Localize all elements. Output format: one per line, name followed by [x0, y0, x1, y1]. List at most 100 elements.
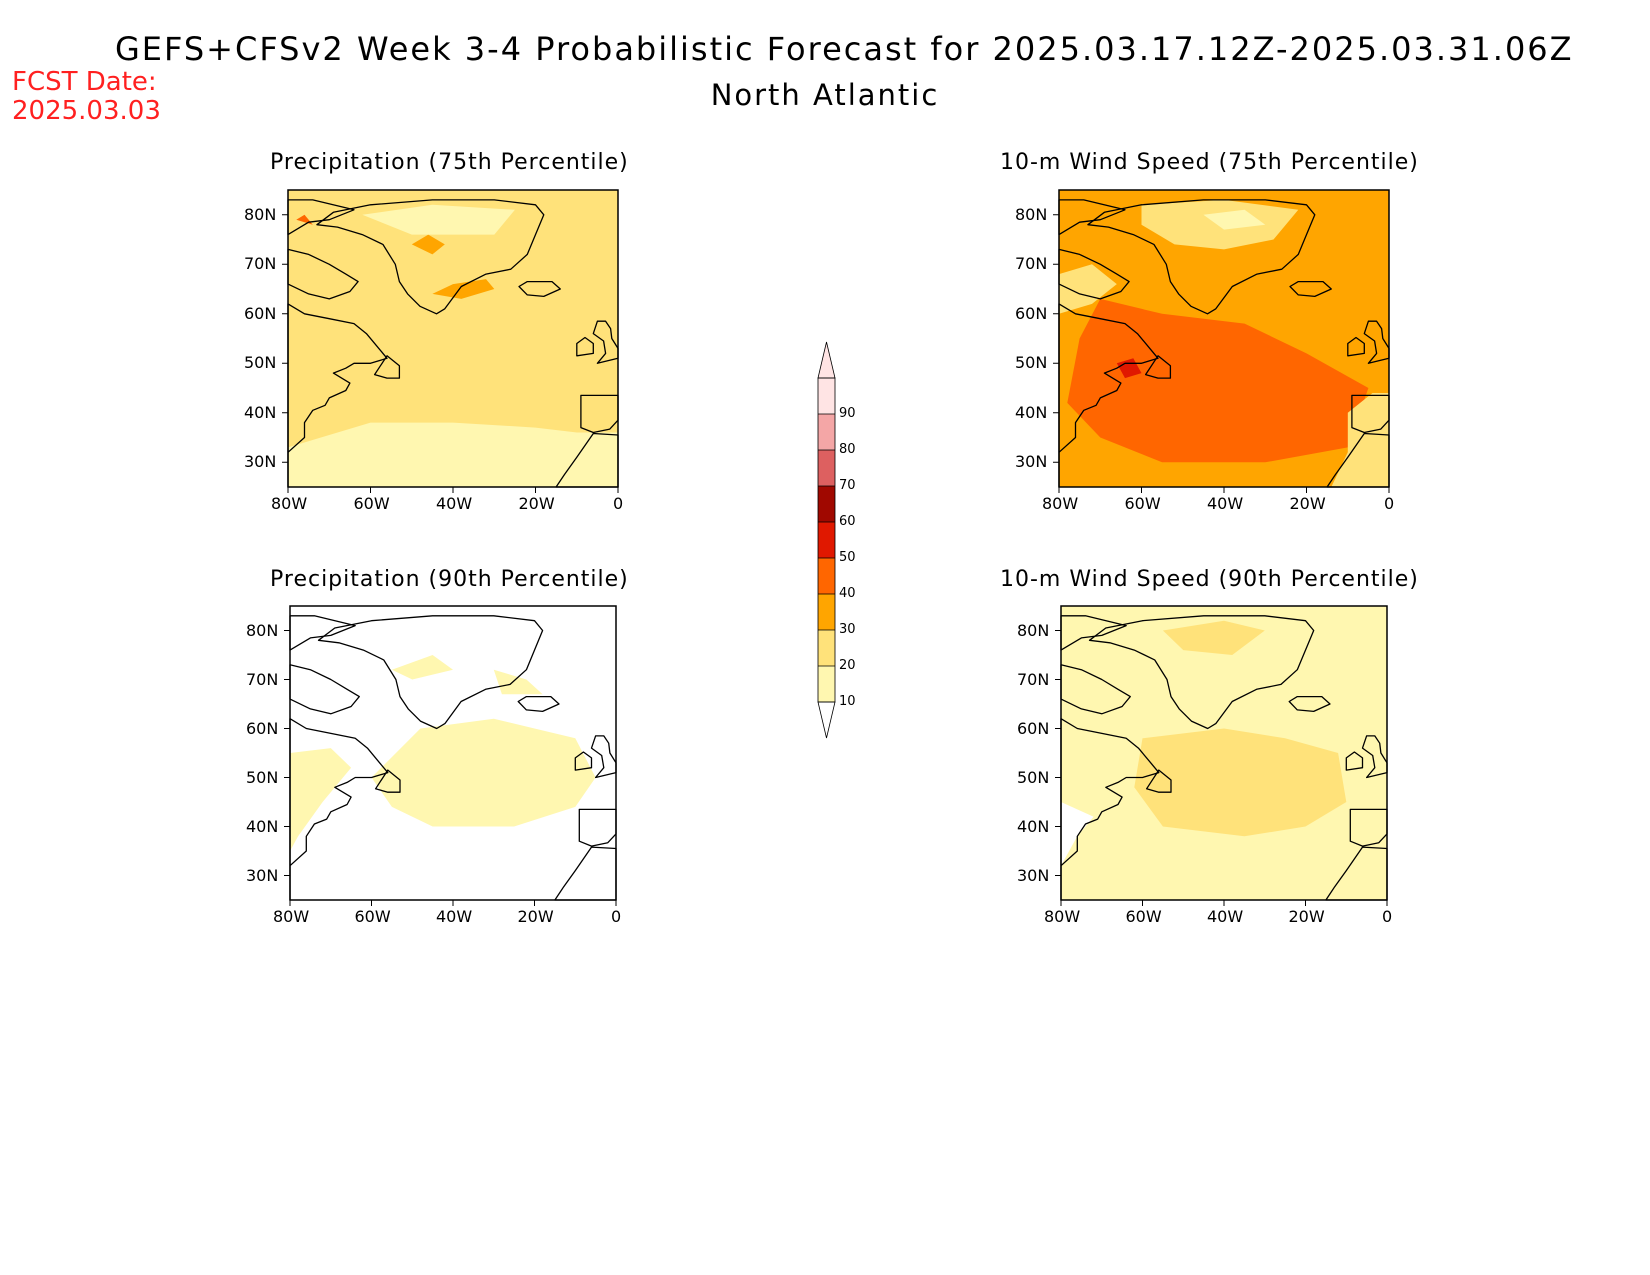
lon-label: 0: [1384, 494, 1395, 513]
lat-label: 40N: [1017, 816, 1050, 836]
lon-label: 20W: [518, 494, 555, 513]
colorbar-label: 80: [839, 442, 856, 457]
coastline: [1347, 336, 1365, 357]
colorbar-label: 50: [839, 550, 856, 565]
lon-label: 60W: [354, 907, 391, 926]
lon-label: 40W: [1207, 494, 1244, 513]
lon-label: 20W: [1289, 494, 1326, 513]
colorbar-swatch: [818, 486, 835, 522]
lon-label: 40W: [436, 907, 473, 926]
coastline: [578, 808, 617, 847]
colorbar-swatch: [818, 666, 835, 702]
lon-label: 40W: [436, 494, 473, 513]
map-panel: [284, 605, 617, 906]
colorbar-label: 90: [839, 406, 856, 421]
colorbar-top-cap: [817, 341, 836, 379]
colorbar-label: 60: [839, 514, 856, 529]
lat-label: 70N: [244, 254, 277, 274]
coastline: [316, 199, 545, 315]
shaded-region: [371, 718, 596, 827]
colorbar-swatch: [818, 594, 835, 630]
colorbar-swatch: [818, 630, 835, 666]
panel-title-wind-90: 10-m Wind Speed (90th Percentile): [1000, 567, 1419, 592]
coastline: [1289, 280, 1332, 298]
map-panel: [1053, 189, 1390, 493]
colorbar-bottom-cap: [817, 701, 836, 739]
colorbar-swatch: [818, 522, 835, 558]
lon-label: 20W: [1288, 907, 1325, 926]
coastline: [1351, 394, 1390, 434]
lon-label: 60W: [1124, 494, 1161, 513]
lat-label: 50N: [246, 767, 279, 787]
lon-label: 0: [611, 907, 622, 926]
shaded-region: [1203, 209, 1266, 230]
colorbar-frame: [817, 377, 836, 703]
lat-label: 30N: [244, 452, 277, 472]
colorbar-label: 20: [839, 658, 856, 673]
colorbar-label: 10: [839, 694, 856, 709]
map-panel: [282, 189, 619, 493]
lat-label: 50N: [1017, 767, 1050, 787]
panel-title-precip-75: Precipitation (75th Percentile): [270, 150, 629, 175]
map-title: GEFS+CFSv2 Week 3-4 Probabilistic Foreca…: [115, 30, 1574, 68]
lat-label: 40N: [246, 816, 279, 836]
forecast-date-label: FCST Date:: [12, 67, 157, 97]
shaded-region: [391, 655, 453, 680]
shaded-region: [411, 234, 445, 255]
shaded-region: [432, 279, 495, 299]
coastline: [1145, 769, 1172, 793]
lat-label: 50N: [1015, 353, 1048, 373]
lon-label: 40W: [1207, 907, 1244, 926]
coastline: [289, 718, 389, 901]
coastline: [317, 615, 544, 730]
lat-label: 30N: [246, 865, 279, 885]
lon-label: 0: [1382, 907, 1393, 926]
lon-label: 60W: [1125, 907, 1162, 926]
forecast-date: FCST Date: 2025.03.03: [12, 68, 161, 126]
shaded-region: [493, 669, 543, 695]
lat-label: 60N: [246, 718, 279, 738]
colorbar-swatch: [818, 450, 835, 486]
lon-label: 80W: [271, 494, 308, 513]
lat-label: 70N: [1015, 254, 1048, 274]
colorbar-swatch: [818, 558, 835, 594]
coastline: [1058, 248, 1130, 300]
coastline: [1349, 808, 1388, 847]
lat-label: 40N: [244, 402, 277, 422]
colorbar-label: 70: [839, 478, 856, 493]
coastline: [1060, 664, 1131, 715]
lat-label: 80N: [246, 620, 279, 640]
forecast-date-value: 2025.03.03: [12, 96, 161, 126]
coastline: [1060, 718, 1160, 901]
shaded-region: [1059, 264, 1117, 314]
coastline: [287, 303, 388, 488]
lat-label: 80N: [1017, 620, 1050, 640]
lat-label: 30N: [1017, 865, 1050, 885]
coastline: [576, 336, 594, 357]
coastline: [1345, 751, 1364, 771]
lon-label: 0: [613, 494, 624, 513]
coastline: [374, 769, 401, 793]
map-subtitle: North Atlantic: [710, 78, 940, 112]
lat-label: 80N: [1015, 204, 1048, 224]
lat-label: 50N: [244, 353, 277, 373]
lon-label: 80W: [1044, 907, 1081, 926]
lat-label: 70N: [1017, 669, 1050, 689]
lat-label: 80N: [244, 204, 277, 224]
coastline: [373, 355, 401, 379]
shaded-region: [1134, 728, 1347, 837]
colorbar-label: 30: [839, 622, 856, 637]
shaded-region: [1162, 620, 1265, 655]
coastline: [1144, 355, 1172, 379]
panel-title-precip-90: Precipitation (90th Percentile): [270, 567, 629, 592]
panel-title-wind-75: 10-m Wind Speed (75th Percentile): [1000, 150, 1419, 175]
colorbar-swatch: [818, 378, 835, 414]
colorbar: [817, 341, 836, 739]
coastline: [1288, 695, 1331, 713]
lon-label: 20W: [517, 907, 554, 926]
lat-label: 40N: [1015, 402, 1048, 422]
coastline: [574, 751, 593, 771]
lat-label: 60N: [1015, 303, 1048, 323]
lat-label: 30N: [1015, 452, 1048, 472]
